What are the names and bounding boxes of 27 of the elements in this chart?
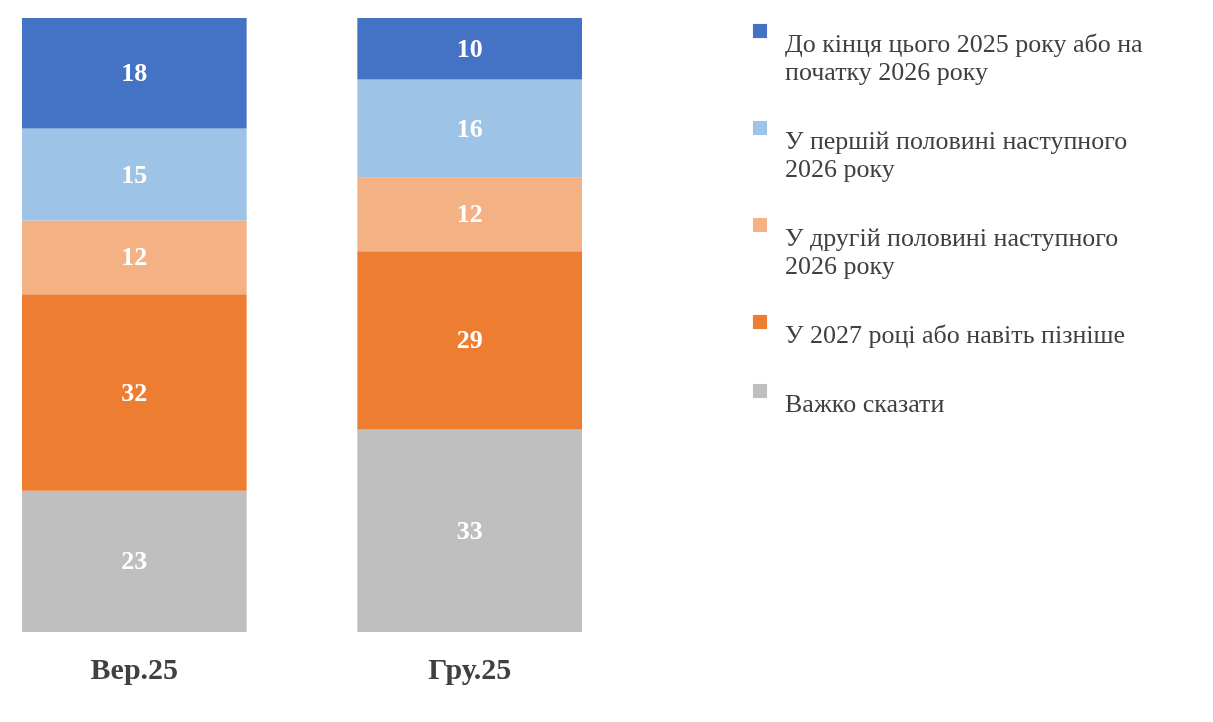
bar (22, 490, 247, 632)
bar (357, 177, 582, 252)
legend-label: До кінця цього 2025 року або на початку 2026 року (785, 29, 1144, 86)
x-tick-label: Вер.25 (90, 651, 179, 685)
bar (22, 128, 247, 221)
bar (22, 294, 247, 491)
x-tick-label: Гру.25 (428, 651, 512, 685)
data-label: 32 (121, 377, 148, 407)
legend-label: У другій половині наступного 2026 року (785, 223, 1119, 280)
data-label: 33 (456, 515, 483, 545)
bar (357, 429, 582, 632)
data-label: 23 (121, 546, 148, 576)
legend-label: У 2027 році або навіть пізніше (785, 320, 1126, 349)
bar (357, 18, 582, 80)
data-label: 12 (121, 242, 148, 272)
data-label: 29 (456, 325, 483, 355)
bar (22, 18, 247, 129)
data-label: 10 (456, 33, 483, 63)
data-label: 15 (121, 159, 148, 189)
bar (357, 79, 582, 178)
data-label: 18 (121, 58, 148, 88)
legend-label: У першій половині наступного 2026 року (785, 126, 1128, 183)
legend-label: Важко сказати (785, 389, 945, 418)
bar (22, 220, 247, 295)
data-label: 12 (456, 199, 483, 229)
bar (357, 251, 582, 430)
data-label: 16 (456, 113, 483, 143)
